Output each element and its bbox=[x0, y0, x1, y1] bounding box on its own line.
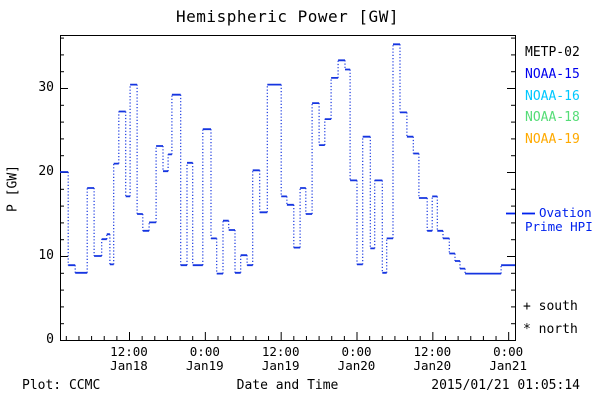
plot-credit: Plot: CCMC bbox=[22, 378, 101, 393]
ovation-legend-label-line2: Prime HPI bbox=[525, 219, 593, 234]
hpi-step-line-vertical-connectors bbox=[67, 44, 502, 274]
x-tick-label: 12:00 Jan18 bbox=[110, 344, 148, 373]
north-marker-legend: * north bbox=[523, 322, 578, 337]
y-tick-label: 30 bbox=[38, 80, 54, 95]
legend-item-metp-02: METP-02 bbox=[525, 45, 580, 60]
plot-frame bbox=[60, 35, 516, 341]
y-tick-label: 0 bbox=[46, 332, 54, 347]
y-tick-label: 20 bbox=[38, 164, 54, 179]
plot-timestamp: 2015/01/21 01:05:14 bbox=[431, 378, 580, 393]
x-tick-label: 0:00 Jan21 bbox=[489, 344, 527, 373]
x-tick-label: 0:00 Jan20 bbox=[337, 344, 376, 373]
legend-item-noaa-15: NOAA-15 bbox=[525, 66, 580, 82]
x-tick-label: 12:00 Jan20 bbox=[413, 344, 452, 373]
x-tick-label: 12:00 Jan19 bbox=[261, 344, 300, 373]
ovation-legend-label-line1: Ovation bbox=[539, 205, 592, 220]
south-marker-legend: + south bbox=[523, 299, 578, 314]
x-tick-label: 0:00 Jan19 bbox=[186, 344, 224, 373]
y-tick-label: 10 bbox=[38, 248, 54, 263]
legend-item-noaa-19: NOAA-19 bbox=[525, 132, 580, 148]
chart-title: Hemispheric Power [GW] bbox=[176, 7, 399, 26]
hpi-step-line bbox=[60, 43, 515, 275]
legend-item-noaa-18: NOAA-18 bbox=[525, 110, 580, 126]
x-axis-title: Date and Time bbox=[236, 378, 339, 393]
legend-item-noaa-16: NOAA-16 bbox=[525, 88, 580, 104]
